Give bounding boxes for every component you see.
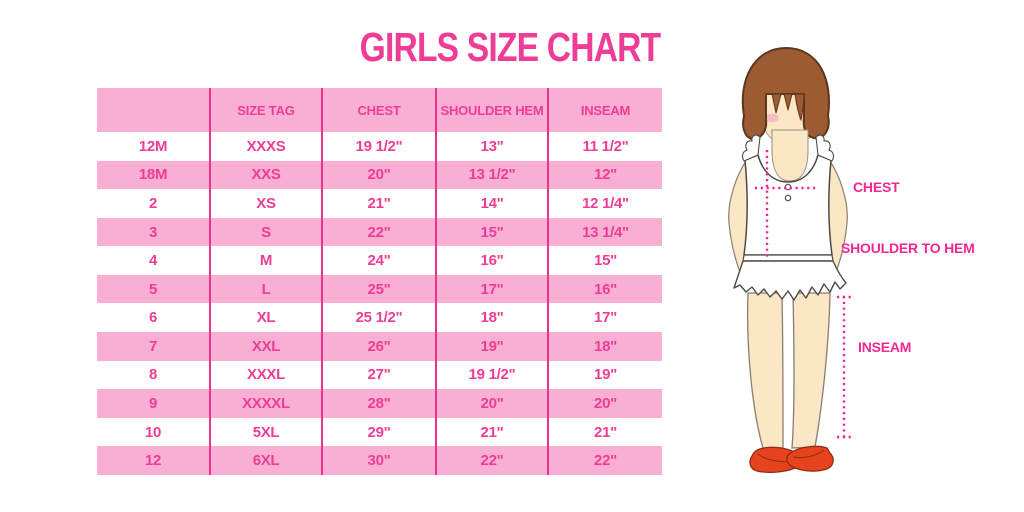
- table-cell: 5: [97, 274, 211, 304]
- bang-spike-left: [771, 93, 782, 114]
- header-cell: INSEAM: [549, 88, 662, 132]
- table-cell: XXL: [211, 332, 323, 361]
- table-cell: 12: [97, 446, 211, 475]
- table-cell: 27": [323, 360, 437, 390]
- table-cell: 20": [549, 389, 662, 418]
- table-cell: 2: [97, 189, 211, 218]
- skirt: [733, 260, 847, 301]
- table-cell: 24": [323, 246, 437, 275]
- table-cell: 16": [549, 274, 662, 304]
- blush-left: [765, 113, 779, 123]
- table-cell: 7: [97, 332, 211, 361]
- table-cell: S: [211, 217, 323, 247]
- table-cell: 18": [549, 332, 662, 361]
- table-cell: 21": [323, 189, 437, 218]
- table-cell: 19 1/2": [437, 360, 549, 390]
- table-cell: 5XL: [211, 417, 323, 447]
- shoe-right-strap: [792, 449, 825, 459]
- table-cell: XXS: [211, 160, 323, 190]
- table-cell: 21": [437, 417, 549, 447]
- waistband: [742, 254, 834, 262]
- table-cell: 26": [323, 332, 437, 361]
- table-cell: 17": [549, 303, 662, 333]
- table-cell: 20": [437, 389, 549, 418]
- table-cell: 8: [97, 360, 211, 390]
- table-cell: 18M: [97, 160, 211, 190]
- table-cell: 12 1/4": [549, 189, 662, 218]
- table-cell: 22": [549, 446, 662, 475]
- table-cell: XS: [211, 189, 323, 218]
- header-cell: CHEST: [323, 88, 437, 132]
- table-cell: 20": [323, 160, 437, 190]
- leg-right: [791, 292, 831, 449]
- table-cell: XL: [211, 303, 323, 333]
- table-cell: 14": [437, 189, 549, 218]
- header-cell: [97, 88, 211, 132]
- table-cell: 6XL: [211, 446, 323, 475]
- header-cell: SHOULDER HEM: [437, 88, 549, 132]
- bang-spike-center: [783, 93, 793, 111]
- page-title: GIRLS SIZE CHART: [359, 24, 662, 70]
- table-cell: 12M: [97, 132, 211, 161]
- table-cell: 3: [97, 217, 211, 247]
- table-cell: 6: [97, 303, 211, 333]
- table-cell: 21": [549, 417, 662, 447]
- header-cell: SIZE TAG: [211, 88, 323, 132]
- girl-illustration: [728, 47, 852, 473]
- table-cell: XXXXL: [211, 389, 323, 418]
- size-table: SIZE TAG CHEST SHOULDER HEM INSEAM 12M XXXS 19…: [97, 88, 662, 475]
- shoulder-to-hem-measure-label: SHOULDER TO HEM: [841, 240, 975, 256]
- table-cell: 13": [437, 132, 549, 161]
- table-cell: 17": [437, 274, 549, 304]
- table-cell: 28": [323, 389, 437, 418]
- neck: [771, 129, 809, 182]
- table-cell: 19": [437, 332, 549, 361]
- table-cell: 19 1/2": [323, 132, 437, 161]
- chest-measure-label: CHEST: [853, 179, 900, 195]
- table-cell: 13 1/4": [549, 217, 662, 247]
- table-cell: 15": [549, 246, 662, 275]
- table-cell: 15": [437, 217, 549, 247]
- table-cell: 25": [323, 274, 437, 304]
- bang-swoop-right: [794, 93, 805, 121]
- table-cell: XXXS: [211, 132, 323, 161]
- leg-left: [746, 292, 784, 449]
- shoulder-ruffle-right: [815, 134, 834, 162]
- table-cell: 30": [323, 446, 437, 475]
- table-cell: 12": [549, 160, 662, 190]
- table-cell: 19": [549, 360, 662, 390]
- table-cell: L: [211, 274, 323, 304]
- table-cell: 16": [437, 246, 549, 275]
- table-cell: 22": [323, 217, 437, 247]
- shoulder-ruffle-left: [742, 134, 761, 162]
- table-cell: 10: [97, 417, 211, 447]
- table-cell: 29": [323, 417, 437, 447]
- table-cell: 22": [437, 446, 549, 475]
- button-bottom: [784, 194, 792, 202]
- shoe-right: [786, 445, 834, 472]
- table-cell: XXXL: [211, 360, 323, 390]
- table-cell: 11 1/2": [549, 132, 662, 161]
- inseam-measure-label: INSEAM: [858, 339, 912, 355]
- table-cell: 18": [437, 303, 549, 333]
- table-cell: 9: [97, 389, 211, 418]
- table-cell: 13 1/2": [437, 160, 549, 190]
- table-cell: 25 1/2": [323, 303, 437, 333]
- table-cell: M: [211, 246, 323, 275]
- table-cell: 4: [97, 246, 211, 275]
